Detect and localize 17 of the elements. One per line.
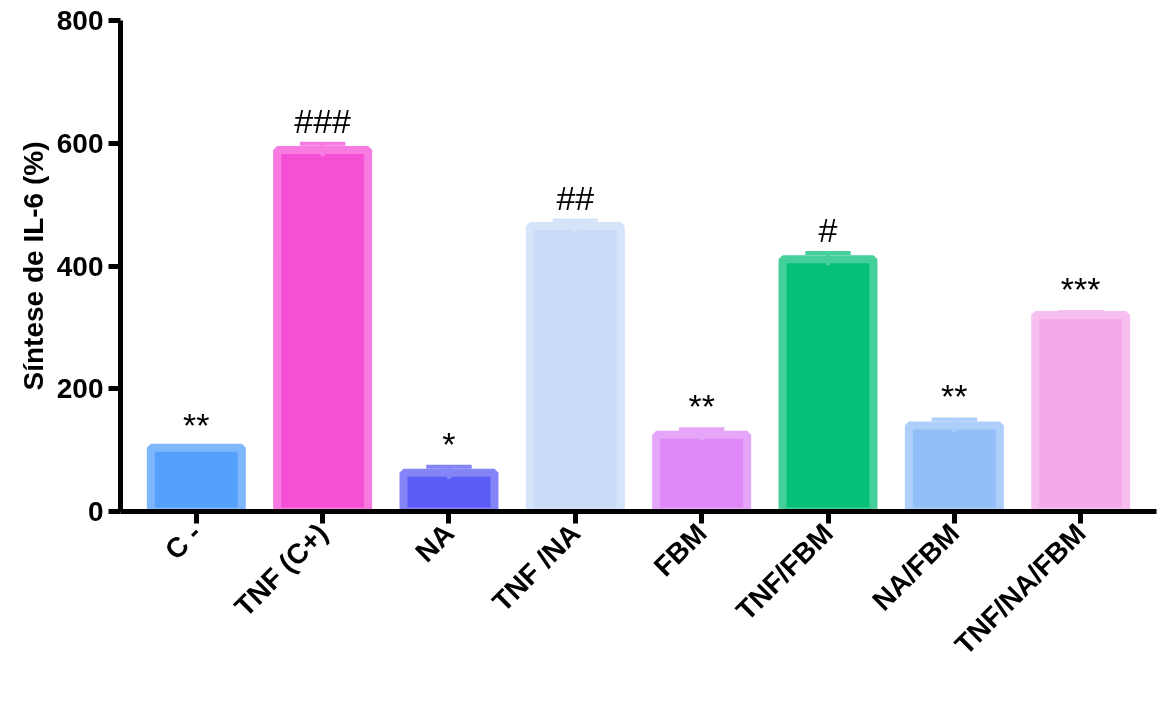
annotation: ** [941, 377, 968, 416]
y-tick-label: 200 [56, 373, 104, 405]
x-tick-label: C - [158, 517, 208, 566]
x-tick-label: NA [409, 517, 460, 569]
annotation: ### [294, 101, 352, 140]
y-tick-label: 800 [56, 5, 104, 36]
annotation: * [442, 424, 456, 463]
annotation: # [818, 211, 838, 250]
annotation: *** [1060, 270, 1101, 309]
annotation: ** [688, 387, 715, 426]
annotation: ## [556, 178, 595, 217]
annotation: ** [183, 405, 210, 444]
y-axis-title: Síntese de IL-6 (%) [17, 141, 49, 391]
y-tick-label: 400 [56, 250, 104, 282]
y-tick-label: 600 [56, 127, 104, 159]
x-tick-label: TNF /NA [486, 517, 587, 618]
y-tick-label: 0 [87, 496, 104, 527]
